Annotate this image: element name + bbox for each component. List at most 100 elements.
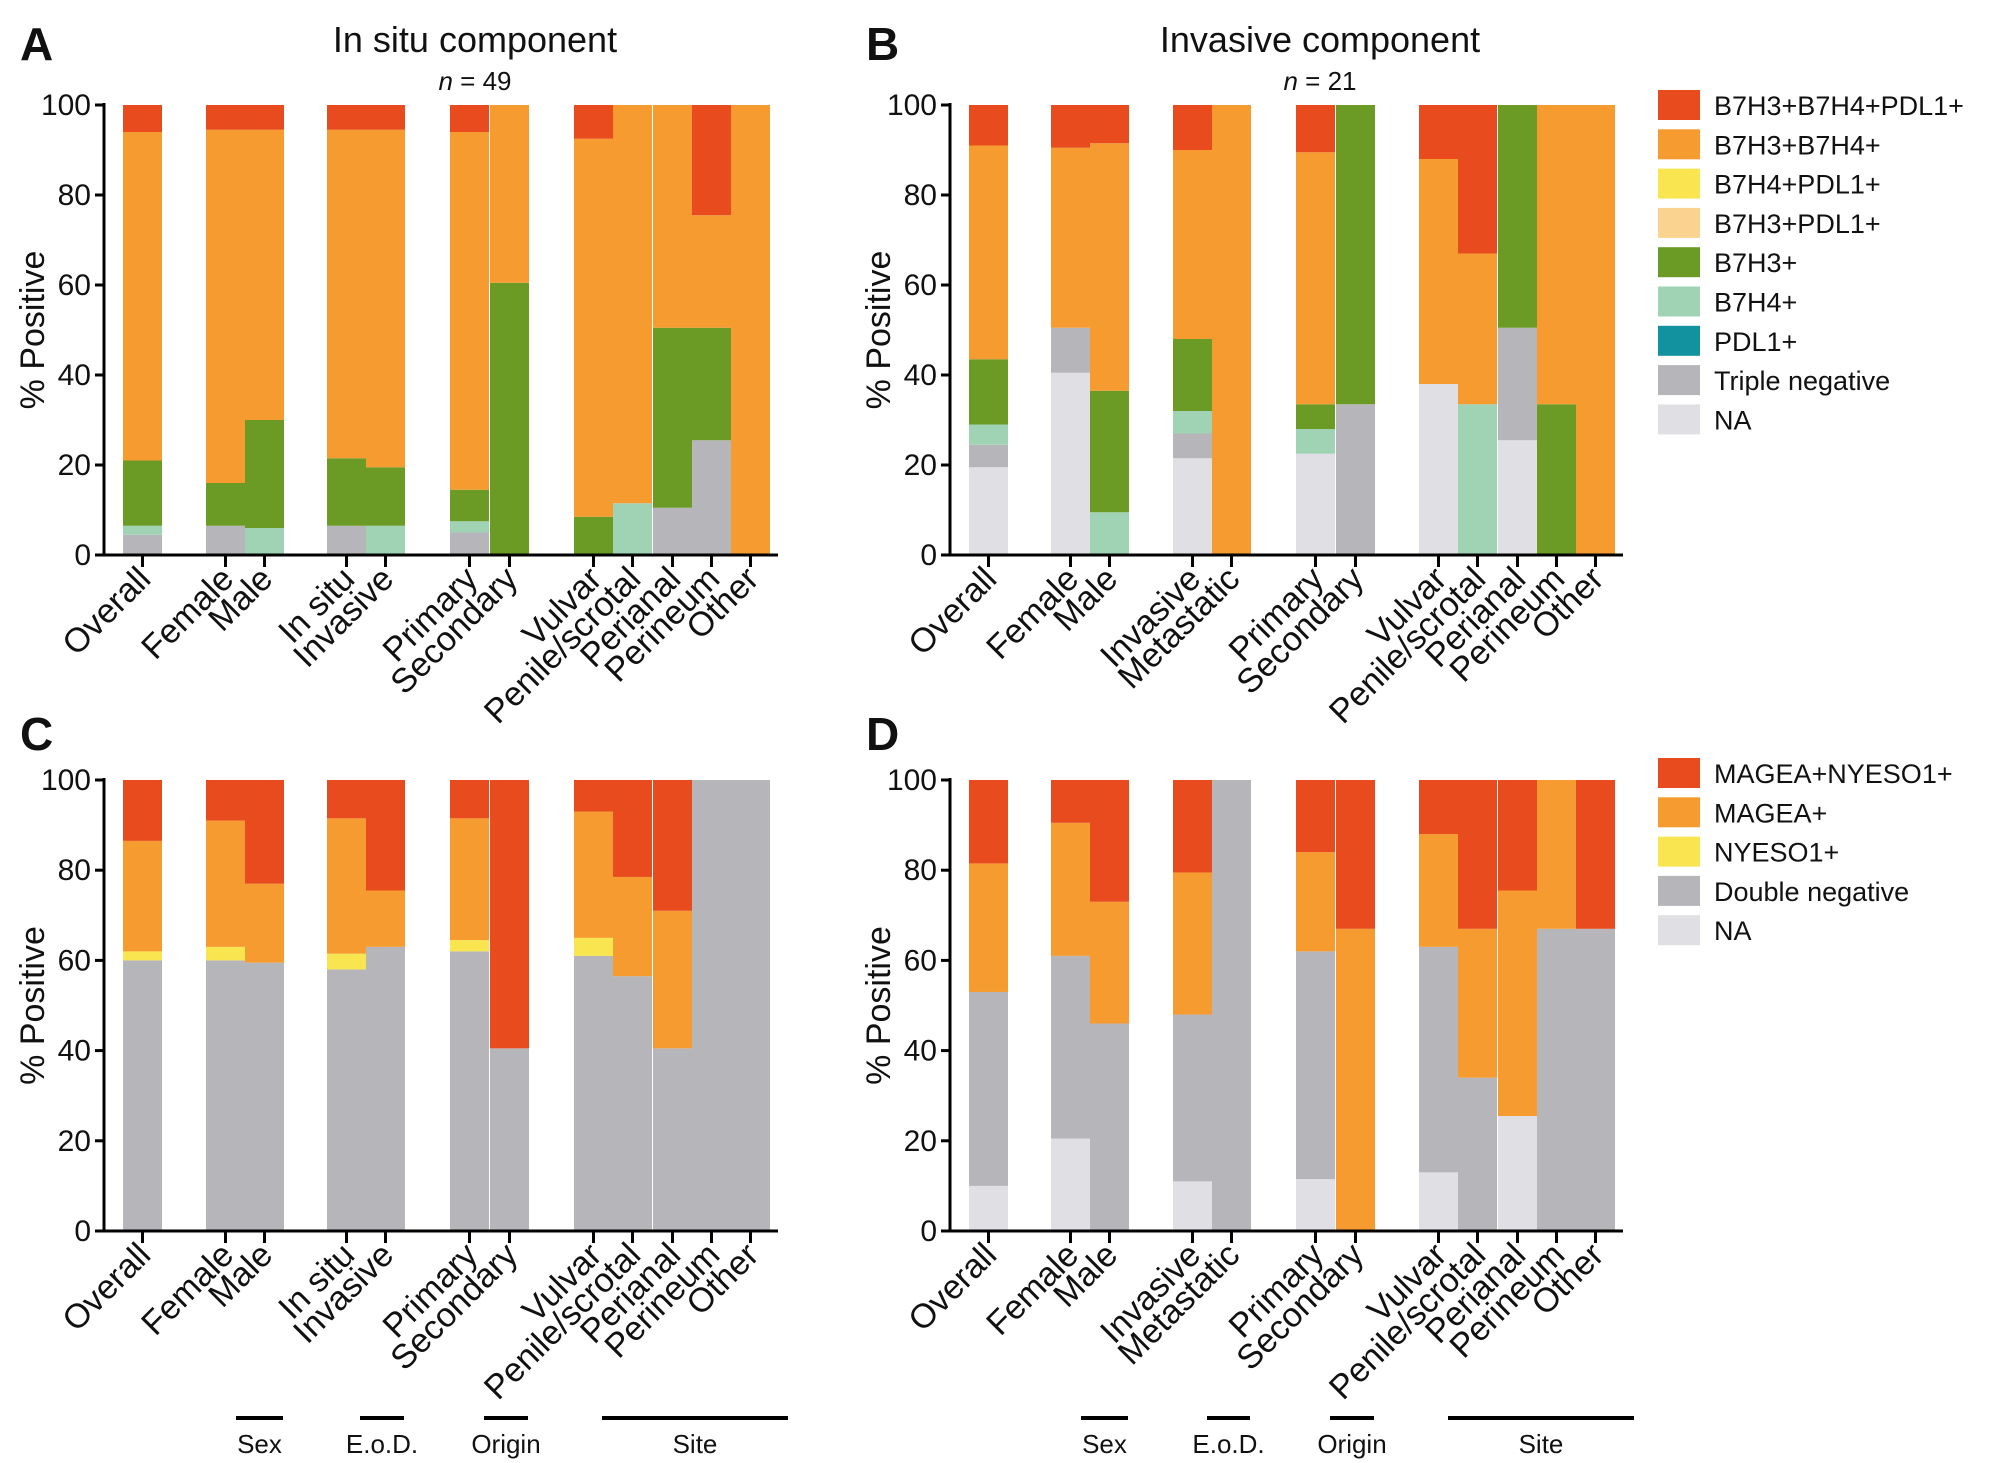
bar-segment-b7h3: [366, 467, 405, 526]
bar-segment-magea-nyeso1: [1419, 780, 1458, 835]
bar-segment-magea-nyeso1: [1051, 780, 1090, 823]
bar-segment-magea: [613, 876, 652, 977]
bar-segment-double-negative: [366, 946, 405, 1231]
bar-segment-double-negative: [1419, 946, 1458, 1173]
bar-segment-double-negative: [1458, 1077, 1497, 1231]
bar-segment-magea-nyeso1: [969, 780, 1008, 864]
bar-segment-magea: [1051, 822, 1090, 956]
bar-segment-b7h3: [1498, 105, 1537, 328]
bar-segment-magea-nyeso1: [123, 780, 162, 841]
bar-segment-b7h3: [490, 282, 529, 555]
bar-segment-b7h3-b7h4-pdl1: [366, 105, 405, 130]
bar-segment-double-negative: [574, 955, 613, 1231]
bar-segment-b7h3-b7h4: [1458, 253, 1497, 405]
bar-segment-magea: [327, 818, 366, 954]
bar-segment-b7h4: [969, 424, 1008, 445]
y-tick-label: 80: [904, 854, 937, 887]
bar-segment-triple-negative: [1051, 327, 1090, 373]
bar-segment-magea: [1173, 872, 1212, 1015]
bar-segment-double-negative: [653, 1048, 692, 1231]
y-tick-label: 80: [58, 854, 91, 887]
y-tick-label: 20: [58, 1125, 91, 1158]
panel-letter: B: [866, 18, 899, 70]
legend-swatch-b7h3: [1658, 247, 1700, 278]
bar-segment-b7h3-b7h4-pdl1: [206, 105, 245, 130]
y-tick-label: 20: [904, 1125, 937, 1158]
bar-segment-b7h4: [613, 503, 652, 555]
bar-segment-b7h3: [1537, 404, 1576, 555]
bar-segment-magea-nyeso1: [327, 780, 366, 819]
bar-segment-triple-negative: [206, 525, 245, 555]
bar-segment-b7h3: [123, 460, 162, 526]
bar-segment-magea: [1090, 901, 1129, 1024]
bar-segment-magea-nyeso1: [490, 780, 529, 1049]
bar-segment-magea: [653, 910, 692, 1049]
legend-label: NA: [1714, 405, 1752, 435]
bar-segment-b7h3-b7h4-pdl1: [692, 105, 731, 216]
y-tick-label: 60: [58, 944, 91, 977]
bar-segment-b7h3-b7h4-pdl1: [1051, 105, 1090, 148]
y-tick-label: 0: [74, 1215, 91, 1248]
panel-letter: C: [20, 708, 53, 760]
legend-label: B7H3+B7H4+PDL1+: [1714, 91, 1964, 121]
bar-segment-b7h3-b7h4: [653, 105, 692, 328]
bar-segment-b7h3-b7h4: [450, 132, 489, 490]
bar-segment-b7h3-b7h4-pdl1: [327, 105, 366, 130]
y-axis-label: % Positive: [14, 251, 52, 410]
y-tick-label: 0: [74, 539, 91, 572]
bar-segment-magea: [1419, 834, 1458, 947]
bar-segment-magea-nyeso1: [1090, 780, 1129, 902]
legend-swatch-triple-negative: [1658, 365, 1700, 396]
bar-segment-magea: [1296, 852, 1335, 952]
y-tick-label: 0: [920, 1215, 937, 1248]
bar-segment-magea: [1336, 928, 1375, 1231]
legend-swatch-double-negative: [1658, 875, 1700, 906]
bar-segment-nyeso1: [123, 951, 162, 961]
bar-segment-triple-negative: [692, 440, 731, 555]
bar-segment-b7h3: [1090, 390, 1129, 513]
panel-title: In situ component: [333, 19, 617, 60]
bar-segment-triple-negative: [653, 507, 692, 555]
bar-segment-na: [1051, 372, 1090, 555]
bar-segment-triple-negative: [1498, 327, 1537, 441]
bar-segment-b7h3: [692, 327, 731, 441]
bar-segment-triple-negative: [1336, 404, 1375, 555]
bar-segment-na: [969, 467, 1008, 555]
bar-segment-triple-negative: [123, 534, 162, 555]
bar-segment-b7h3-b7h4-pdl1: [1296, 105, 1335, 153]
bar-segment-b7h3: [206, 483, 245, 526]
bar-segment-double-negative: [245, 962, 284, 1231]
bar-segment-double-negative: [1173, 1014, 1212, 1182]
bar-segment-magea: [574, 811, 613, 938]
bar-segment-na: [1498, 440, 1537, 555]
y-tick-label: 80: [904, 179, 937, 212]
bar-segment-b7h3-b7h4: [1173, 150, 1212, 339]
legend-top: B7H3+B7H4+PDL1+B7H3+B7H4+B7H4+PDL1+B7H3+…: [1658, 90, 1964, 435]
legend-label: Double negative: [1714, 877, 1909, 907]
bar-segment-b7h3-b7h4: [123, 132, 162, 461]
bar-segment-b7h3: [574, 516, 613, 555]
y-tick-label: 20: [58, 449, 91, 482]
bar-segment-b7h3: [1336, 105, 1375, 405]
bar-segment-double-negative: [1212, 780, 1251, 1231]
group-label: Sex: [237, 1429, 282, 1459]
y-tick-label: 40: [58, 1035, 91, 1068]
bar-segment-b7h4: [1458, 404, 1497, 555]
bar-segment-magea-nyeso1: [245, 780, 284, 884]
legend-label: NYESO1+: [1714, 838, 1839, 868]
y-tick-label: 100: [887, 89, 937, 122]
bar-segment-triple-negative: [450, 532, 489, 555]
legend-label: PDL1+: [1714, 327, 1797, 357]
y-tick-label: 40: [904, 1035, 937, 1068]
legend-swatch-b7h4: [1658, 286, 1700, 317]
bar-segment-b7h3-b7h4: [1576, 105, 1615, 555]
bar-segment-b7h3-b7h4: [731, 105, 770, 555]
bar-segment-b7h3-b7h4: [969, 145, 1008, 360]
bar-segment-b7h3: [450, 489, 489, 522]
bar-segment-b7h4: [450, 521, 489, 533]
bar-segment-b7h3-b7h4-pdl1: [574, 105, 613, 139]
panel-d: D% Positive020406080100OverallFemaleMale…: [860, 708, 1623, 1407]
bar-segment-magea: [245, 883, 284, 963]
bar-segment-b7h4: [245, 528, 284, 555]
bar-segment-magea-nyeso1: [1458, 780, 1497, 929]
